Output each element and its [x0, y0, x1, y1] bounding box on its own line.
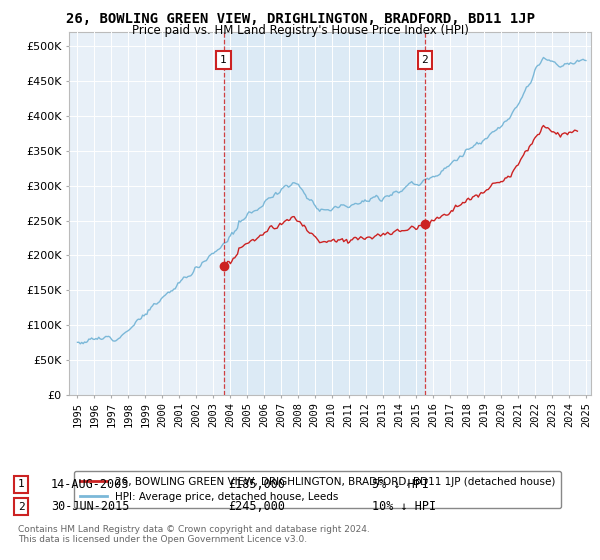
- Text: 2: 2: [422, 55, 428, 66]
- Text: 30-JUN-2015: 30-JUN-2015: [51, 500, 130, 514]
- Text: 26, BOWLING GREEN VIEW, DRIGHLINGTON, BRADFORD, BD11 1JP: 26, BOWLING GREEN VIEW, DRIGHLINGTON, BR…: [65, 12, 535, 26]
- Text: Price paid vs. HM Land Registry's House Price Index (HPI): Price paid vs. HM Land Registry's House …: [131, 24, 469, 36]
- Legend: 26, BOWLING GREEN VIEW, DRIGHLINGTON, BRADFORD, BD11 1JP (detached house), HPI: : 26, BOWLING GREEN VIEW, DRIGHLINGTON, BR…: [74, 470, 562, 508]
- Text: 2: 2: [17, 502, 25, 512]
- Text: £245,000: £245,000: [228, 500, 285, 514]
- Text: Contains HM Land Registry data © Crown copyright and database right 2024.
This d: Contains HM Land Registry data © Crown c…: [18, 525, 370, 544]
- Text: 5% ↓ HPI: 5% ↓ HPI: [372, 478, 429, 491]
- Text: 1: 1: [220, 55, 227, 66]
- Text: 1: 1: [17, 479, 25, 489]
- Text: 14-AUG-2003: 14-AUG-2003: [51, 478, 130, 491]
- Bar: [224, 32, 425, 395]
- Text: 10% ↓ HPI: 10% ↓ HPI: [372, 500, 436, 514]
- Text: £185,000: £185,000: [228, 478, 285, 491]
